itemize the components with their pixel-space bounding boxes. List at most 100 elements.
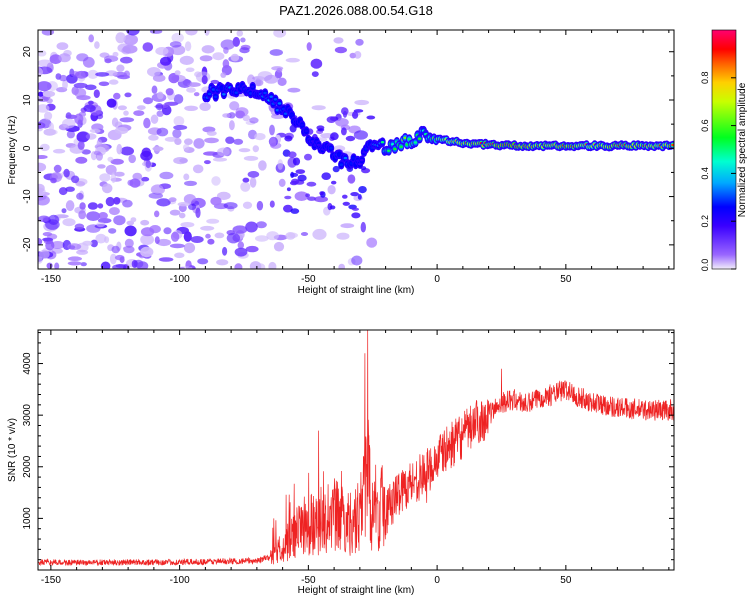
spectrogram-noise-cell bbox=[140, 246, 154, 258]
spectrogram-noise-cell bbox=[128, 154, 136, 164]
spectrogram-noise-cell bbox=[338, 263, 345, 269]
ridge-core bbox=[337, 153, 342, 156]
spectrogram-scatter-cell bbox=[341, 127, 347, 136]
spectrogram-noise-cell bbox=[140, 219, 150, 226]
spectrogram-noise-cell bbox=[169, 243, 185, 249]
spectrogram-noise-cell bbox=[355, 38, 364, 46]
spectrogram-scatter-cell bbox=[330, 132, 339, 141]
spectrogram-noise-cell bbox=[216, 191, 231, 200]
spectrogram-scatter-cell bbox=[331, 180, 337, 185]
spectrogram-noise-cell bbox=[58, 187, 68, 196]
spectrogram-noise-cell bbox=[193, 138, 205, 149]
ridge-core bbox=[275, 109, 280, 112]
spectrogram-noise-cell bbox=[143, 117, 151, 129]
x-tick-label: -50 bbox=[301, 575, 316, 586]
colorbar-tick-label: 0.4 bbox=[700, 167, 710, 180]
ridge-core bbox=[300, 123, 305, 127]
spectrogram-noise-cell bbox=[111, 245, 120, 254]
spectrogram-noise-cell bbox=[38, 155, 48, 159]
spectrogram-noise-cell bbox=[112, 51, 119, 57]
colorbar-label: Normalized spectral amplitude bbox=[737, 82, 748, 217]
spectrogram-noise-cell bbox=[273, 241, 285, 252]
spectrogram-noise-cell bbox=[114, 127, 129, 135]
ridge-core bbox=[277, 102, 282, 105]
spectrogram-scatter-cell bbox=[292, 157, 301, 166]
spectrogram-noise-cell bbox=[225, 136, 235, 144]
spectrogram-scatter-cell bbox=[295, 169, 306, 175]
snr-ticks: -150 -100 -50 0 50 1000 2000 3000 4000 bbox=[22, 330, 674, 586]
spectrogram-noise-cell bbox=[271, 113, 285, 119]
spectrogram-noise-cell bbox=[206, 130, 217, 136]
x-tick-label: 0 bbox=[434, 274, 440, 285]
spectrogram-noise-cell bbox=[229, 120, 235, 131]
ridge-core bbox=[250, 85, 255, 88]
x-tick-label: -100 bbox=[170, 274, 190, 285]
spectrogram-noise-cell bbox=[38, 249, 50, 259]
spectrogram-noise-cell bbox=[76, 192, 84, 200]
spectrogram-noise-cell bbox=[240, 181, 251, 192]
spectrogram-noise-cell bbox=[366, 237, 378, 248]
spectrogram-noise-cell bbox=[333, 37, 344, 44]
spectrogram-noise-cell bbox=[38, 91, 44, 97]
spectrogram-noise-cell bbox=[212, 52, 225, 61]
spectrogram-noise-cell bbox=[185, 67, 195, 73]
spectrogram-scatter-cell bbox=[351, 212, 361, 219]
spectrogram-noise-cell bbox=[249, 117, 259, 124]
spectrogram-noise-cell bbox=[255, 221, 267, 229]
spectrogram-noise-cell bbox=[210, 196, 222, 206]
spectrogram-noise-cell bbox=[201, 75, 208, 85]
spectrogram-noise-cell bbox=[140, 227, 155, 237]
spectrogram-noise-cell bbox=[38, 104, 50, 113]
spectrogram-scatter-cell bbox=[288, 151, 297, 158]
ridge-core bbox=[671, 143, 674, 147]
spectrogram-noise-cell bbox=[88, 100, 94, 105]
spectrogram-noise-cell bbox=[53, 164, 62, 173]
spectrogram-noise-cell bbox=[214, 232, 225, 239]
spectrogram-noise-cell bbox=[129, 178, 141, 188]
spectrogram-noise-cell bbox=[334, 46, 347, 54]
spectrogram-noise-cell bbox=[79, 202, 86, 210]
colorbar: 0.0 0.2 0.4 0.6 0.8 Normalized spectral ampl… bbox=[700, 29, 748, 271]
spectrogram-noise-cell bbox=[86, 211, 101, 222]
spectrogram-noise-cell bbox=[336, 232, 350, 240]
spectrogram-noise-cell bbox=[63, 168, 70, 178]
spectrogram-noise-cell bbox=[113, 215, 126, 226]
spectrogram-noise-cell bbox=[73, 82, 88, 89]
spectrogram-noise-cell bbox=[46, 129, 58, 135]
spectrogram-noise-cell bbox=[312, 228, 327, 240]
spectrogram-scatter-cell bbox=[283, 204, 293, 213]
snr-x-label: Height of straight line (km) bbox=[298, 585, 415, 596]
spectrogram-noise-cell bbox=[300, 232, 309, 236]
spectrogram-noise-cell bbox=[242, 201, 253, 209]
spectrogram-noise-cell bbox=[252, 145, 259, 153]
y-tick-label: -20 bbox=[22, 237, 33, 252]
spectrogram-noise-cell bbox=[111, 117, 119, 127]
spectrogram-noise-cell bbox=[39, 143, 50, 152]
ridge-core bbox=[393, 147, 397, 151]
spectrogram-noise-cell bbox=[156, 238, 172, 247]
spectrogram-scatter-cell bbox=[290, 171, 295, 178]
x-tick-label: 0 bbox=[434, 575, 440, 586]
spectrogram-noise-cell bbox=[124, 92, 132, 98]
colorbar-ticks: 0.0 0.2 0.4 0.6 0.8 bbox=[700, 72, 736, 271]
spectrogram-noise-cell bbox=[256, 200, 264, 211]
spectrogram-noise-cell bbox=[98, 81, 110, 87]
spectrogram-noise-cell bbox=[174, 70, 181, 76]
spectrogram-noise-cell bbox=[207, 238, 215, 245]
spectrogram-noise-cell bbox=[142, 42, 154, 52]
spectrogram-noise-cell bbox=[243, 155, 259, 161]
spectrogram-scatter-cell bbox=[291, 178, 300, 184]
spectrogram-noise-cell bbox=[287, 87, 301, 93]
spectrogram-scatter-cell bbox=[319, 191, 324, 196]
spectrogram-scatter-cell bbox=[290, 208, 300, 214]
spectrogram-noise-cell bbox=[95, 233, 107, 244]
spectrogram-noise-cell bbox=[185, 30, 198, 36]
colorbar-tick-label: 0.2 bbox=[700, 215, 710, 228]
spectrogram-noise-cell bbox=[58, 53, 71, 63]
spectrogram-noise-cell bbox=[38, 67, 43, 77]
spectrogram-noise-cell bbox=[205, 233, 211, 239]
spectrogram-noise-cell bbox=[95, 72, 110, 77]
spectrogram-noise-cell bbox=[269, 49, 283, 56]
spectrogram-noise-cell bbox=[154, 236, 160, 245]
